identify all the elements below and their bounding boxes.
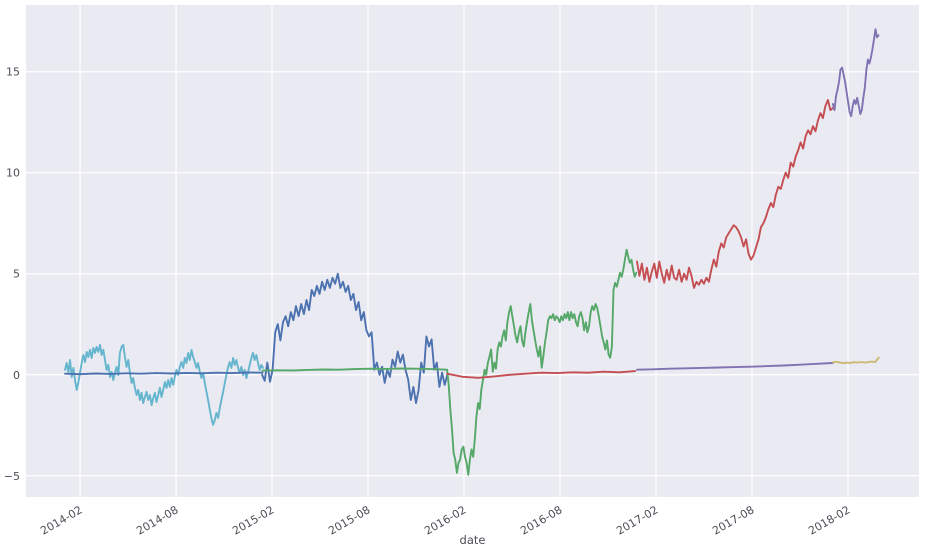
series-line-2015-blue	[64, 371, 264, 376]
series-line-2017-red	[446, 370, 637, 379]
x-axis-title: date	[459, 533, 486, 547]
series-line-2015-blue	[261, 272, 449, 404]
y-tick-label: −5	[4, 470, 20, 483]
series-line-2018-purple	[636, 362, 834, 371]
plot-area	[26, 5, 919, 497]
series-line-2014-lightblue	[64, 343, 264, 426]
y-tick-label: 10	[6, 167, 20, 180]
series-line-2017-red	[636, 99, 834, 289]
y-tick-label: 5	[13, 268, 20, 281]
y-tick-label: 0	[13, 369, 20, 382]
series-line-2019-khaki	[831, 356, 880, 365]
y-tick-label: 15	[6, 66, 20, 79]
series-line-2016-green	[261, 367, 448, 372]
series-line-2018-purple	[831, 28, 880, 118]
series-line-2016-green	[446, 248, 638, 476]
